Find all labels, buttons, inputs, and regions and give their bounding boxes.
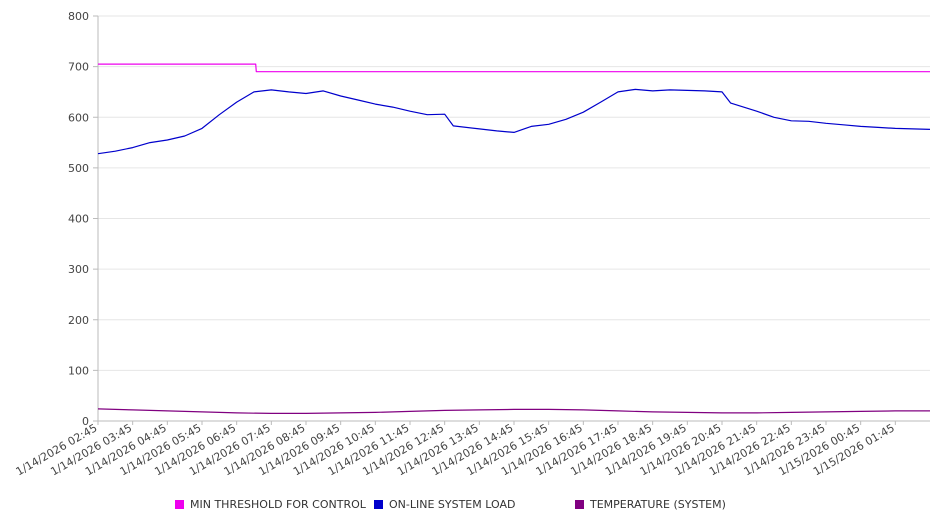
- legend-item: MIN THRESHOLD FOR CONTROL: [175, 498, 366, 511]
- legend-swatch: [175, 500, 184, 509]
- y-tick-label: 200: [68, 314, 89, 327]
- legend-label: TEMPERATURE (SYSTEM): [590, 498, 726, 511]
- y-tick-label: 700: [68, 61, 89, 74]
- y-tick-label: 0: [82, 415, 89, 428]
- legend-item: TEMPERATURE (SYSTEM): [575, 498, 726, 511]
- legend: MIN THRESHOLD FOR CONTROL ON-LINE SYSTEM …: [0, 498, 946, 514]
- legend-label: MIN THRESHOLD FOR CONTROL: [190, 498, 366, 511]
- min-threshold-line: [98, 63, 930, 73]
- y-tick-label: 800: [68, 10, 89, 23]
- legend-label: ON-LINE SYSTEM LOAD: [389, 498, 516, 511]
- y-tick-label: 500: [68, 162, 89, 175]
- legend-swatch: [575, 500, 584, 509]
- legend-swatch: [374, 500, 383, 509]
- y-tick-label: 600: [68, 111, 89, 124]
- y-tick-label: 400: [68, 213, 89, 226]
- y-axis: 0 100 200 300 400 500 600 700 800: [68, 10, 99, 428]
- y-tick-label: 300: [68, 263, 89, 276]
- y-tick-label: 100: [68, 364, 89, 377]
- series-lines: [97, 63, 931, 414]
- gridlines: [98, 15, 930, 371]
- temperature-line: [97, 408, 930, 414]
- x-axis: 1/14/2026 02:451/14/2026 03:451/14/2026 …: [14, 420, 930, 478]
- legend-item: ON-LINE SYSTEM LOAD: [374, 498, 515, 511]
- system-load-line: [97, 88, 931, 155]
